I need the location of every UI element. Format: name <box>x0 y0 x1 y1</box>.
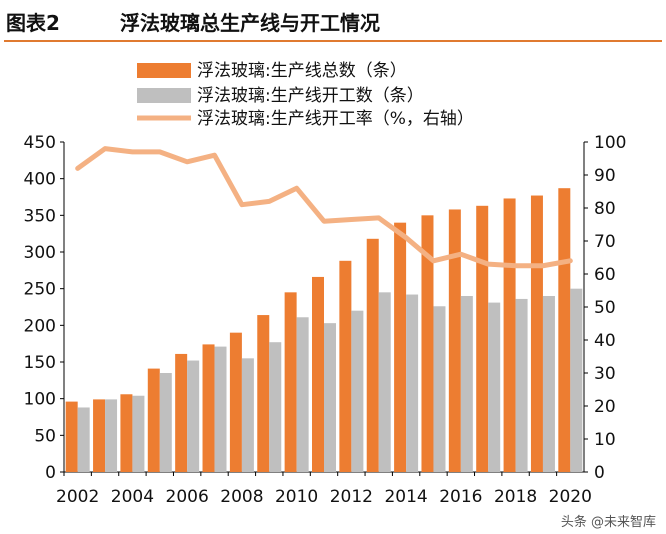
bar-total <box>229 332 242 472</box>
right-tick-label: 0 <box>594 463 605 483</box>
left-tick-label: 450 <box>24 133 56 153</box>
bar-operating <box>296 317 309 472</box>
bar-total <box>503 198 516 472</box>
bar-total <box>120 394 133 472</box>
bar-operating <box>351 310 364 472</box>
legend-operating-swatch <box>137 88 191 103</box>
figure-header: 图表2 浮法玻璃总生产线与开工情况 <box>0 0 666 42</box>
x-tick-label: 2010 <box>275 487 318 507</box>
left-tick-label: 250 <box>24 280 56 300</box>
right-tick-label: 60 <box>594 265 616 285</box>
bar-total <box>421 215 434 473</box>
right-tick-label: 20 <box>594 397 616 417</box>
legend-total-swatch <box>137 63 191 78</box>
bar-operating <box>187 360 200 472</box>
right-tick-label: 70 <box>594 232 616 252</box>
right-tick-label: 30 <box>594 364 616 384</box>
right-tick-label: 10 <box>594 430 616 450</box>
left-tick-label: 50 <box>34 426 56 446</box>
bar-operating <box>132 395 145 472</box>
bar-operating <box>159 373 172 472</box>
legend-total-label: 浮法玻璃:生产线总数（条） <box>197 61 407 81</box>
bar-total <box>366 238 379 472</box>
left-tick-label: 300 <box>24 243 56 263</box>
bar-total <box>93 399 106 472</box>
bar-total <box>147 368 160 472</box>
x-tick-label: 2016 <box>439 487 482 507</box>
bar-total <box>448 209 461 472</box>
x-tick-label: 2006 <box>166 487 209 507</box>
x-tick-label: 2008 <box>220 487 263 507</box>
left-tick-label: 350 <box>24 206 56 226</box>
header-rule <box>4 40 662 42</box>
bar-total <box>284 292 297 472</box>
bar-total <box>339 260 352 472</box>
left-tick-label: 100 <box>24 390 56 410</box>
bar-operating <box>433 306 446 472</box>
right-tick-label: 80 <box>594 199 616 219</box>
bar-operating <box>570 288 583 472</box>
bar-operating <box>378 292 391 472</box>
x-tick-label: 2014 <box>384 487 427 507</box>
bar-operating <box>406 294 419 472</box>
bar-operating <box>324 323 336 472</box>
bar-operating <box>77 407 90 472</box>
rate-line <box>75 146 573 269</box>
bar-total <box>394 222 407 472</box>
bars-operating-series <box>77 288 583 472</box>
legend-operating-label: 浮法玻璃:生产线开工数（条） <box>197 86 424 106</box>
left-tick-label: 200 <box>24 316 56 336</box>
left-tick-label: 400 <box>24 170 56 190</box>
bar-operating <box>488 302 501 472</box>
bar-total <box>257 315 270 472</box>
left-tick-label: 150 <box>24 353 56 373</box>
legend-rate-label: 浮法玻璃:生产线开工率（%，右轴） <box>197 109 474 129</box>
left-tick-label: 0 <box>45 463 56 483</box>
bar-total <box>476 205 489 473</box>
bar-total <box>530 195 543 473</box>
legend: 浮法玻璃:生产线总数（条） 浮法玻璃:生产线开工数（条） 浮法玻璃:生产线开工率（%… <box>137 61 474 129</box>
bar-operating <box>515 298 528 472</box>
x-tick-label: 2012 <box>330 487 373 507</box>
right-tick-label: 90 <box>594 166 616 186</box>
watermark: 头条 @未来智库 <box>560 515 656 530</box>
bar-operating <box>214 346 227 472</box>
figure-number: 图表2 <box>6 11 60 35</box>
bar-operating <box>241 358 254 472</box>
bar-operating <box>269 342 282 472</box>
bar-operating <box>105 399 118 472</box>
x-tick-label: 2004 <box>111 487 154 507</box>
axes: 0 50 100 150 200 250 300 350 400 450 0 10 20 30 40 50 60… <box>24 133 627 507</box>
right-tick-label: 50 <box>594 298 616 318</box>
right-tick-label: 40 <box>594 331 616 351</box>
bar-operating <box>460 296 473 472</box>
bar-total <box>558 188 571 472</box>
bar-total <box>202 344 215 472</box>
bar-total <box>175 353 188 472</box>
bar-operating <box>542 296 555 472</box>
right-tick-label: 100 <box>594 133 626 153</box>
x-tick-label: 2018 <box>494 487 537 507</box>
figure-title: 浮法玻璃总生产线与开工情况 <box>120 11 380 35</box>
rate-line-series <box>75 146 573 269</box>
bar-total <box>312 276 324 472</box>
x-tick-label: 2002 <box>56 487 99 507</box>
bar-total <box>65 401 78 472</box>
x-tick-label: 2020 <box>549 487 592 507</box>
